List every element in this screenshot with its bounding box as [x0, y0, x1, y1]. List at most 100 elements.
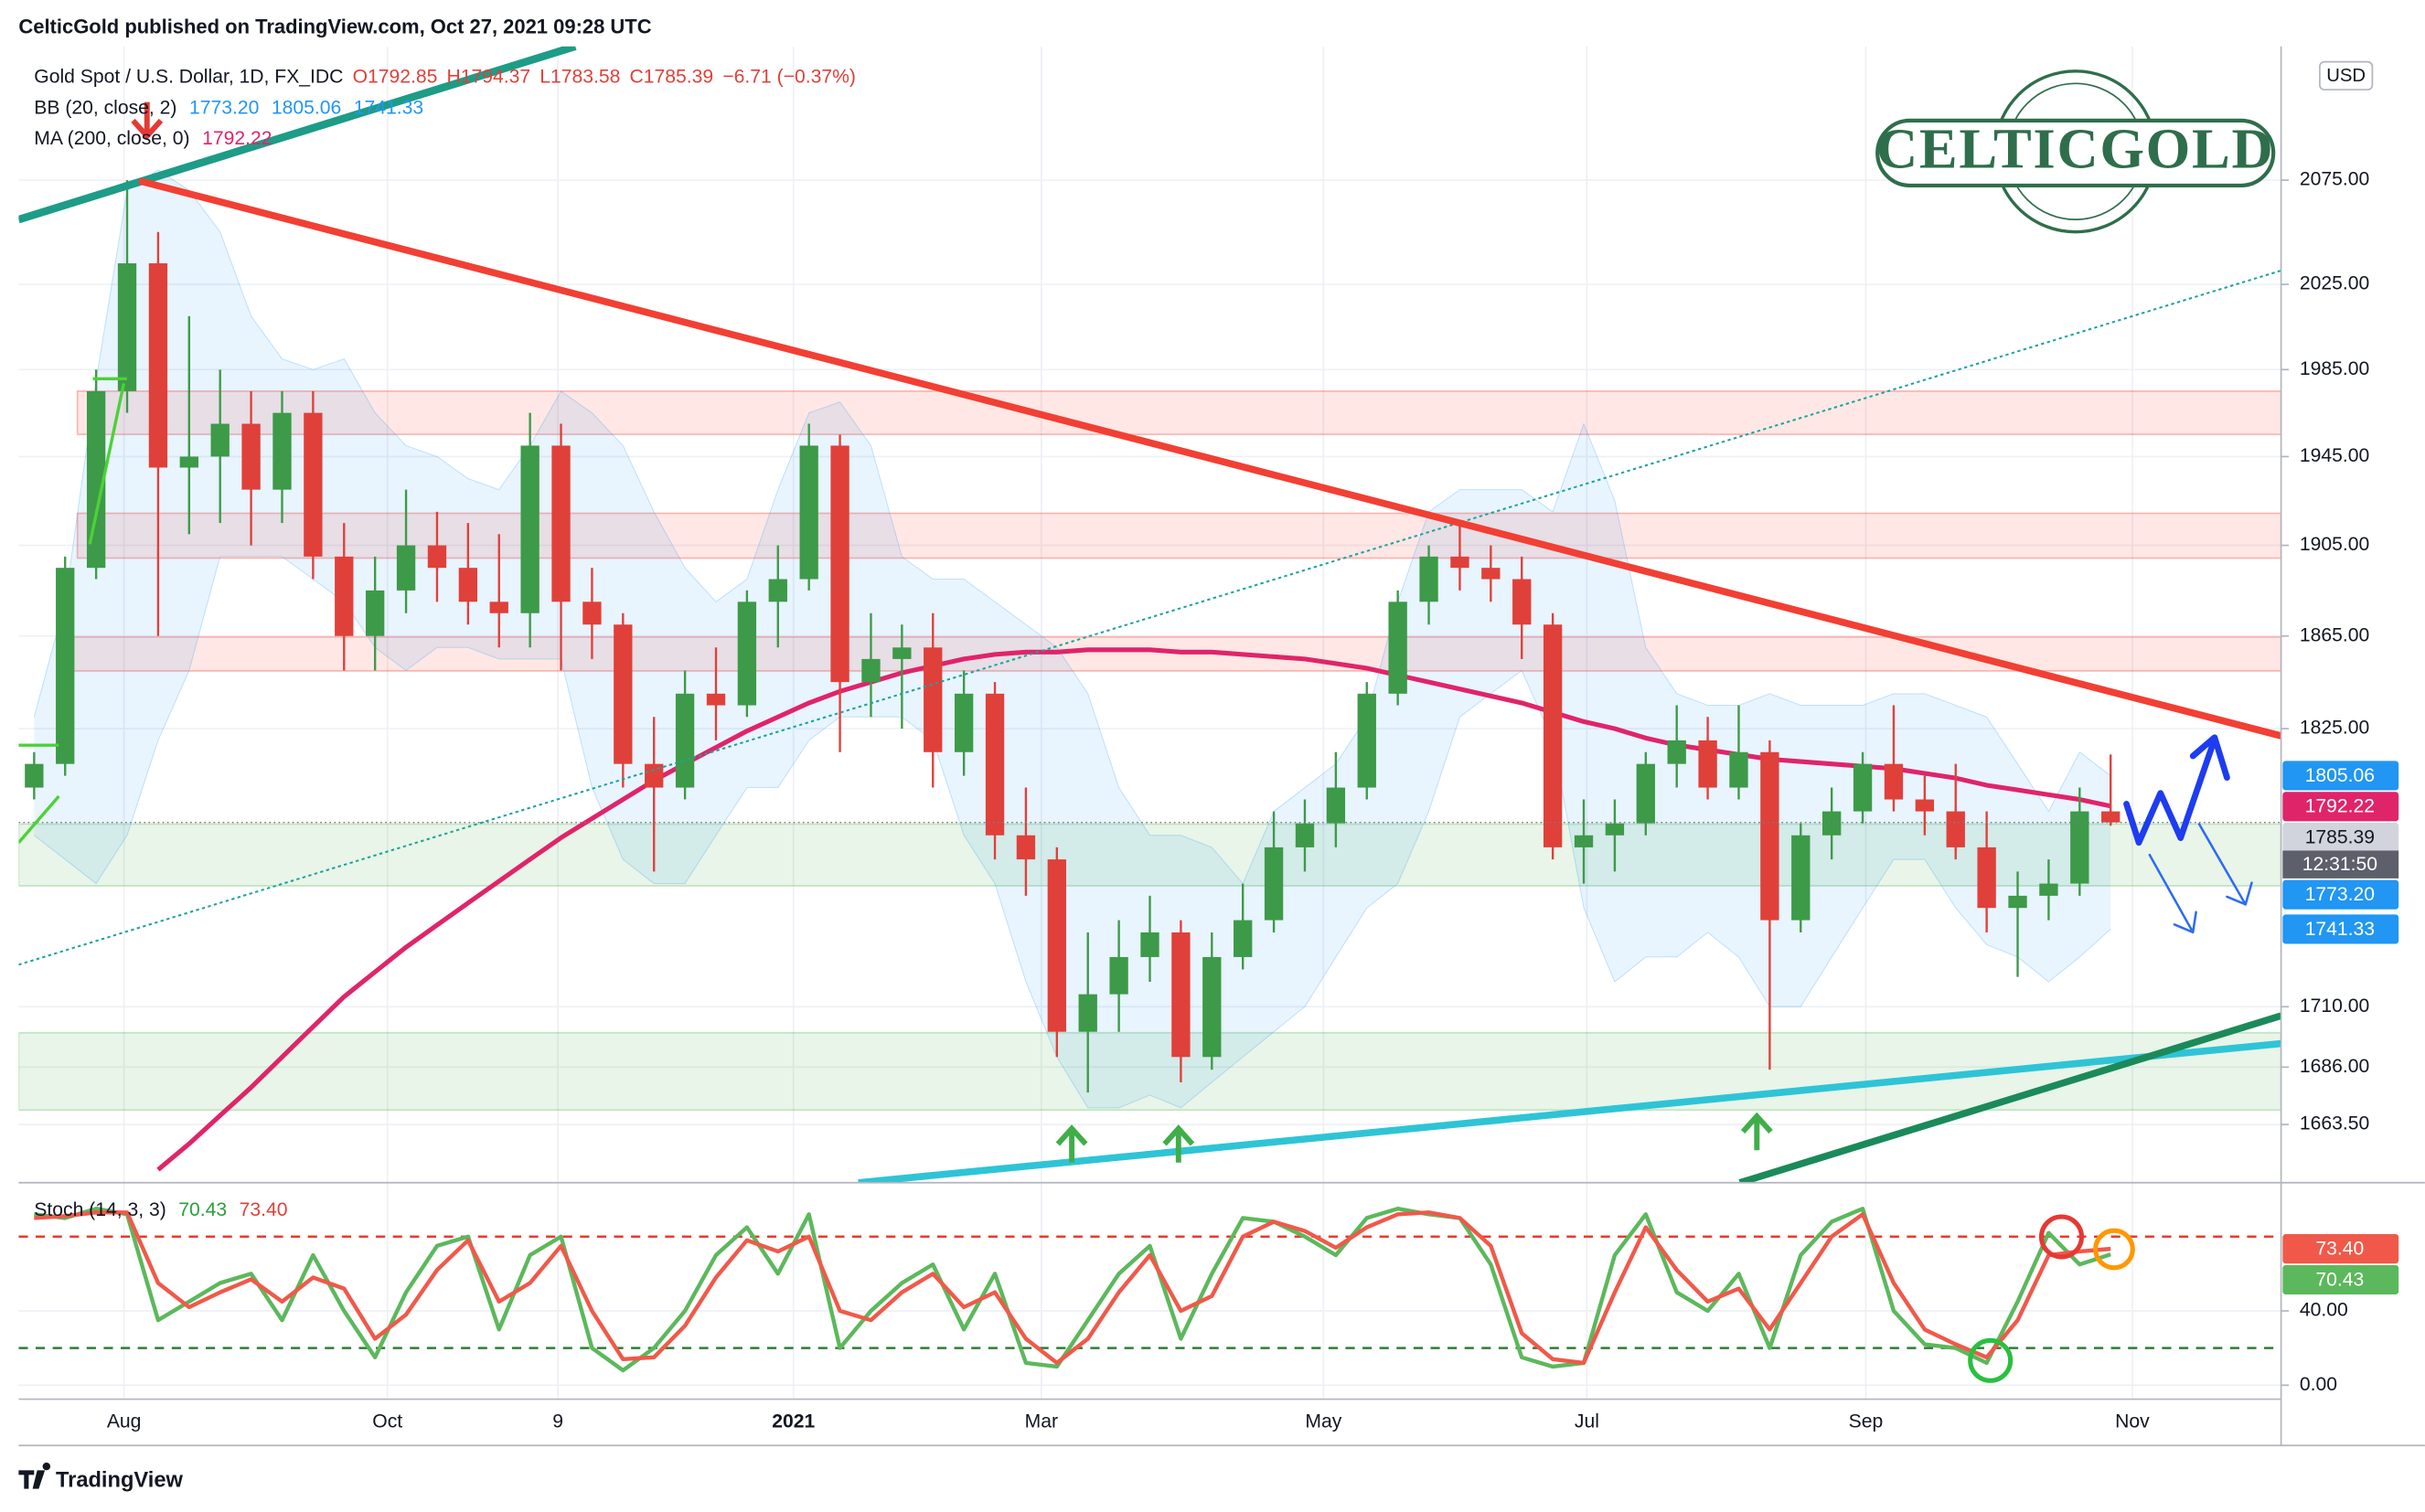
countdown-tag	[2282, 850, 2399, 878]
candle-body	[1543, 624, 1563, 847]
y-tick-label: 1945.00	[2300, 445, 2369, 466]
price-tag	[2282, 879, 2399, 910]
candle-body	[1450, 556, 1469, 569]
projection-down	[2197, 823, 2247, 906]
marker-circle	[2038, 1214, 2084, 1260]
candle-body	[1171, 932, 1191, 1058]
trendline	[88, 383, 126, 545]
candle-body	[830, 445, 849, 683]
price-tag-label: 73.40	[2315, 1239, 2364, 1260]
legend-quote: O1792.85	[353, 66, 438, 87]
price-tag-label: 70.43	[2315, 1269, 2364, 1290]
price-tag	[2282, 761, 2399, 791]
y-tick-label: 1710.00	[2300, 996, 2369, 1017]
x-tick-label: Nov	[2115, 1411, 2150, 1432]
brand-name: TradingView	[56, 1468, 184, 1492]
candle-body	[1016, 835, 1036, 860]
arrow-head	[1055, 1124, 1088, 1146]
candle-body	[1419, 556, 1438, 602]
down-arrow	[131, 101, 164, 141]
candle-body	[1295, 823, 1315, 847]
legend-quote: L1783.58	[539, 66, 620, 87]
candle-body	[1078, 994, 1097, 1032]
trendline	[1738, 1012, 2281, 1183]
arrow-head	[1162, 1124, 1195, 1146]
candle-body	[614, 624, 633, 764]
candle-body	[1667, 740, 1686, 764]
legend-value: 1773.20	[189, 97, 259, 118]
marker-circle	[1968, 1337, 2014, 1383]
legend-name: Stoch (14, 3, 3)	[34, 1199, 166, 1220]
x-tick-label: 2021	[772, 1411, 815, 1432]
x-tick-label: Aug	[107, 1411, 142, 1432]
candle-body	[861, 658, 881, 683]
legend-value: 70.43	[178, 1199, 227, 1220]
x-tick-label: Mar	[1025, 1411, 1058, 1432]
candle-body	[1977, 847, 1996, 909]
legend-quote: H1794.37	[447, 66, 531, 87]
legend-row: MA (200, close, 0) 1792.22	[34, 128, 272, 149]
candle-body	[1729, 751, 1748, 788]
x-tick-label: Jul	[1575, 1411, 1599, 1432]
price-tag-label: 1805.06	[2305, 765, 2375, 786]
candle-body	[675, 693, 695, 788]
logo-text: CELTICGOLD	[1876, 116, 2274, 180]
legend-symbol: Gold Spot / U.S. Dollar, 1D, FX_IDC	[34, 66, 343, 87]
candle-body	[1326, 787, 1346, 824]
support-zone	[18, 823, 2281, 887]
candle-body	[272, 412, 292, 490]
candle-body	[706, 693, 726, 706]
band-lower	[34, 556, 2111, 1109]
y-tick-label: 1985.00	[2300, 358, 2369, 379]
byline: CelticGold published on TradingView.com,…	[18, 15, 651, 37]
candle-body	[2008, 895, 2027, 909]
arrow-head	[2173, 910, 2197, 934]
legend-name: BB (20, close, 2)	[34, 97, 176, 118]
brand-icon	[18, 1462, 51, 1489]
candle-body	[304, 412, 323, 557]
y-tick-label: 2075.00	[2300, 169, 2369, 190]
logo: CELTICGOLD	[1875, 69, 2276, 234]
frame	[18, 46, 2425, 1447]
price-tag	[2282, 1264, 2399, 1295]
currency-label: USD	[2326, 66, 2366, 86]
ma-line	[156, 647, 2111, 1172]
legend-value: 1805.06	[272, 97, 341, 118]
price-tag	[2282, 1234, 2399, 1264]
stochastic-plot	[18, 1207, 2281, 1373]
price-tag-label: 1792.22	[2305, 796, 2375, 817]
candle-body	[799, 445, 818, 580]
up-arrows	[1055, 1112, 1773, 1163]
y-tick-label: 40.00	[2300, 1300, 2348, 1321]
candle-body	[1357, 693, 1376, 788]
candle-body	[520, 445, 539, 613]
candle-body	[985, 693, 1005, 836]
legend-quote: C1785.39	[630, 66, 714, 87]
legend-value: 73.40	[240, 1199, 288, 1220]
candle-body	[148, 263, 168, 468]
trendline	[858, 1039, 2281, 1183]
y-tick-label: 0.00	[2300, 1374, 2337, 1395]
candle-body	[396, 545, 416, 591]
band-upper	[33, 169, 2111, 885]
candle-body	[1047, 859, 1066, 1032]
candle-body	[2101, 811, 2121, 823]
y-tick-label: 2025.00	[2300, 273, 2369, 294]
candle-body	[1698, 740, 1717, 788]
projection	[2123, 734, 2253, 934]
candle-body	[1791, 835, 1811, 921]
legend-quote: −6.71 (−0.37%)	[722, 66, 856, 87]
price-tag-label: 1785.39	[2305, 827, 2375, 848]
legend: Gold Spot / U.S. Dollar, 1D, FX_IDC O1792…	[34, 66, 856, 1220]
candle-body	[737, 602, 757, 706]
candle-body	[1605, 823, 1625, 836]
y-tick-label: 1686.00	[2300, 1056, 2369, 1077]
band-fill	[34, 169, 2111, 1108]
price-tag	[2282, 914, 2399, 944]
legend-name: MA (200, close, 0)	[34, 128, 189, 149]
price-tag-label: 1741.33	[2305, 919, 2375, 940]
candle-body	[117, 263, 137, 391]
price-tag-label: 1773.20	[2305, 884, 2375, 905]
